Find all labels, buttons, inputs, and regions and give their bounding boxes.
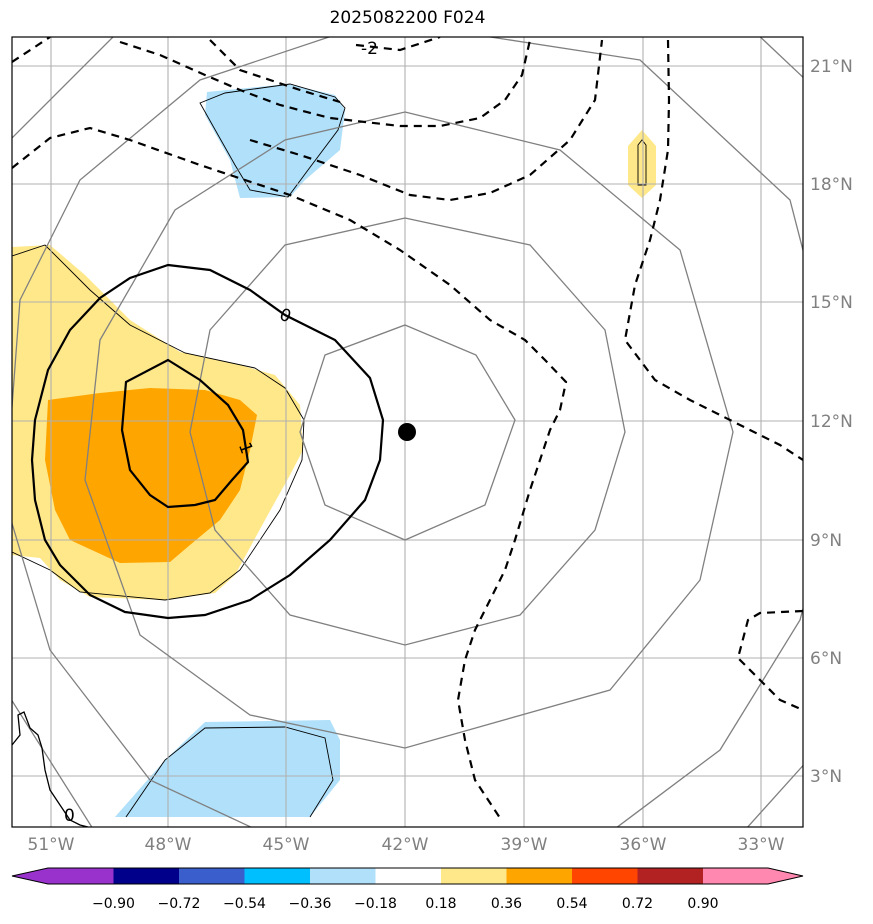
colorbar-tick: −0.72 [158, 896, 201, 912]
colorbar-segment [179, 868, 245, 884]
positive-anomaly-core [45, 388, 257, 563]
storm-center-marker [398, 423, 416, 441]
colorbar-segment [244, 868, 310, 884]
coastline [12, 711, 89, 827]
colorbar-tick: 0.90 [687, 896, 718, 912]
colorbar-extend-high [768, 868, 803, 884]
lat-label-18n: 18°N [810, 175, 853, 195]
colorbar-segment [572, 868, 638, 884]
map-title: 2025082200 F024 [329, 8, 486, 28]
lat-label-21n: 21°N [810, 57, 853, 77]
colorbar-tick: −0.36 [289, 896, 332, 912]
colorbar-tick: −0.18 [354, 896, 397, 912]
lon-label-45w: 45°W [263, 835, 310, 855]
colorbar-extend-low [12, 868, 48, 884]
lat-label-12n: 12°N [810, 412, 853, 432]
colorbar-segment [113, 868, 179, 884]
colorbar-outline [11, 867, 804, 885]
colorbar-segment [703, 868, 768, 884]
lat-label-9n: 9°N [810, 531, 842, 551]
lon-label-48w: 48°W [145, 835, 192, 855]
lat-label-6n: 6°N [810, 649, 842, 669]
positive-anomaly-small [628, 130, 656, 198]
colorbar-tick: 0.54 [556, 896, 587, 912]
lon-label-39w: 39°W [501, 835, 548, 855]
contour-label-neg2: -2 [361, 39, 378, 59]
colorbar-segment [441, 868, 507, 884]
lon-label-36w: 36°W [620, 835, 667, 855]
longitude-labels: 51°W 48°W 45°W 42°W 39°W 36°W 33°W [28, 835, 785, 855]
colorbar-segment [375, 868, 441, 884]
colorbar-tick: −0.90 [92, 896, 135, 912]
lat-label-3n: 3°N [810, 767, 842, 787]
colorbar-segment [48, 868, 114, 884]
lon-label-33w: 33°W [738, 835, 785, 855]
dashed-contours [12, 37, 803, 819]
lon-label-42w: 42°W [382, 835, 429, 855]
solid-contours [30, 263, 385, 620]
colorbar-segment [637, 868, 703, 884]
contour-label-zero-south: 0 [64, 806, 75, 826]
lon-label-51w: 51°W [28, 835, 75, 855]
colorbar: −0.90 −0.72 −0.54 −0.36 −0.18 0.18 0.36 … [11, 867, 804, 912]
map-border [11, 36, 804, 828]
colorbar-tick: −0.54 [223, 896, 266, 912]
lat-label-15n: 15°N [810, 293, 853, 313]
colorbar-tick: 0.18 [425, 896, 456, 912]
latitude-labels: 21°N 18°N 15°N 12°N 9°N 6°N 3°N [810, 57, 853, 787]
negative-anomaly-south [115, 720, 340, 817]
colorbar-segment [310, 868, 376, 884]
colorbar-tick: 0.72 [622, 896, 653, 912]
colorbar-tick: 0.36 [491, 896, 522, 912]
graticule [12, 37, 803, 827]
colorbar-segment [506, 868, 572, 884]
